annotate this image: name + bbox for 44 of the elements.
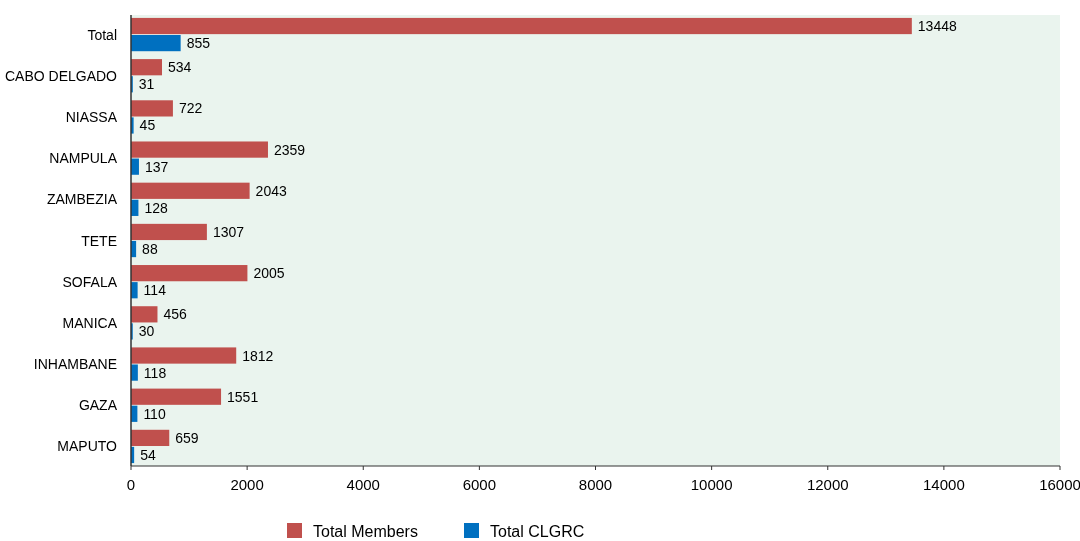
data-label: 54 (140, 446, 156, 463)
x-tick-label: 6000 (462, 476, 497, 493)
data-label: 456 (163, 306, 188, 323)
y-tick-label: INHAMBANE (33, 356, 117, 373)
y-tick-label: Total (87, 26, 117, 43)
data-label: 45 (139, 117, 156, 134)
data-label: 534 (168, 59, 192, 76)
data-label: 2043 (255, 182, 287, 199)
x-tick-label: 8000 (578, 476, 613, 493)
data-label: 30 (138, 323, 155, 340)
x-tick-label: 14000 (923, 476, 965, 493)
data-label: 1812 (242, 347, 274, 364)
data-label: 31 (138, 76, 155, 93)
data-label: 13448 (917, 18, 957, 35)
data-label: 2005 (253, 265, 285, 282)
y-tick-label: MAPUTO (57, 438, 118, 455)
legend-label: Total Members (313, 523, 418, 540)
x-tick-label: 10000 (690, 476, 733, 493)
y-tick-label: MANICA (62, 314, 118, 331)
data-label: 2359 (273, 141, 306, 158)
data-label: 88 (142, 241, 158, 258)
data-label: 118 (143, 364, 167, 381)
legend-label: Total CLGRC (490, 523, 585, 540)
x-tick-label: 12000 (806, 476, 849, 493)
x-tick-label: 2000 (230, 476, 264, 493)
x-tick-label: 0 (126, 476, 136, 493)
y-tick-label: ZAMBEZIA (46, 191, 118, 208)
data-label: 659 (175, 429, 199, 446)
x-tick-label: 4000 (346, 476, 380, 493)
data-label: 110 (143, 405, 166, 422)
y-tick-label: NAMPULA (49, 150, 118, 167)
data-label: 128 (144, 199, 168, 216)
data-label: 722 (178, 100, 203, 117)
y-tick-label: CABO DELGADO (4, 67, 118, 84)
data-label: 1307 (212, 223, 245, 240)
data-label: 137 (144, 158, 169, 175)
y-tick-label: TETE (81, 232, 117, 249)
y-tick-label: NIASSA (65, 108, 118, 125)
x-tick-label: 16000 (1039, 476, 1080, 493)
data-label: 114 (143, 282, 167, 299)
y-tick-label: GAZA (78, 397, 118, 414)
data-label: 855 (186, 35, 211, 52)
y-tick-label: SOFALA (62, 273, 118, 290)
data-label: 1551 (227, 388, 259, 405)
